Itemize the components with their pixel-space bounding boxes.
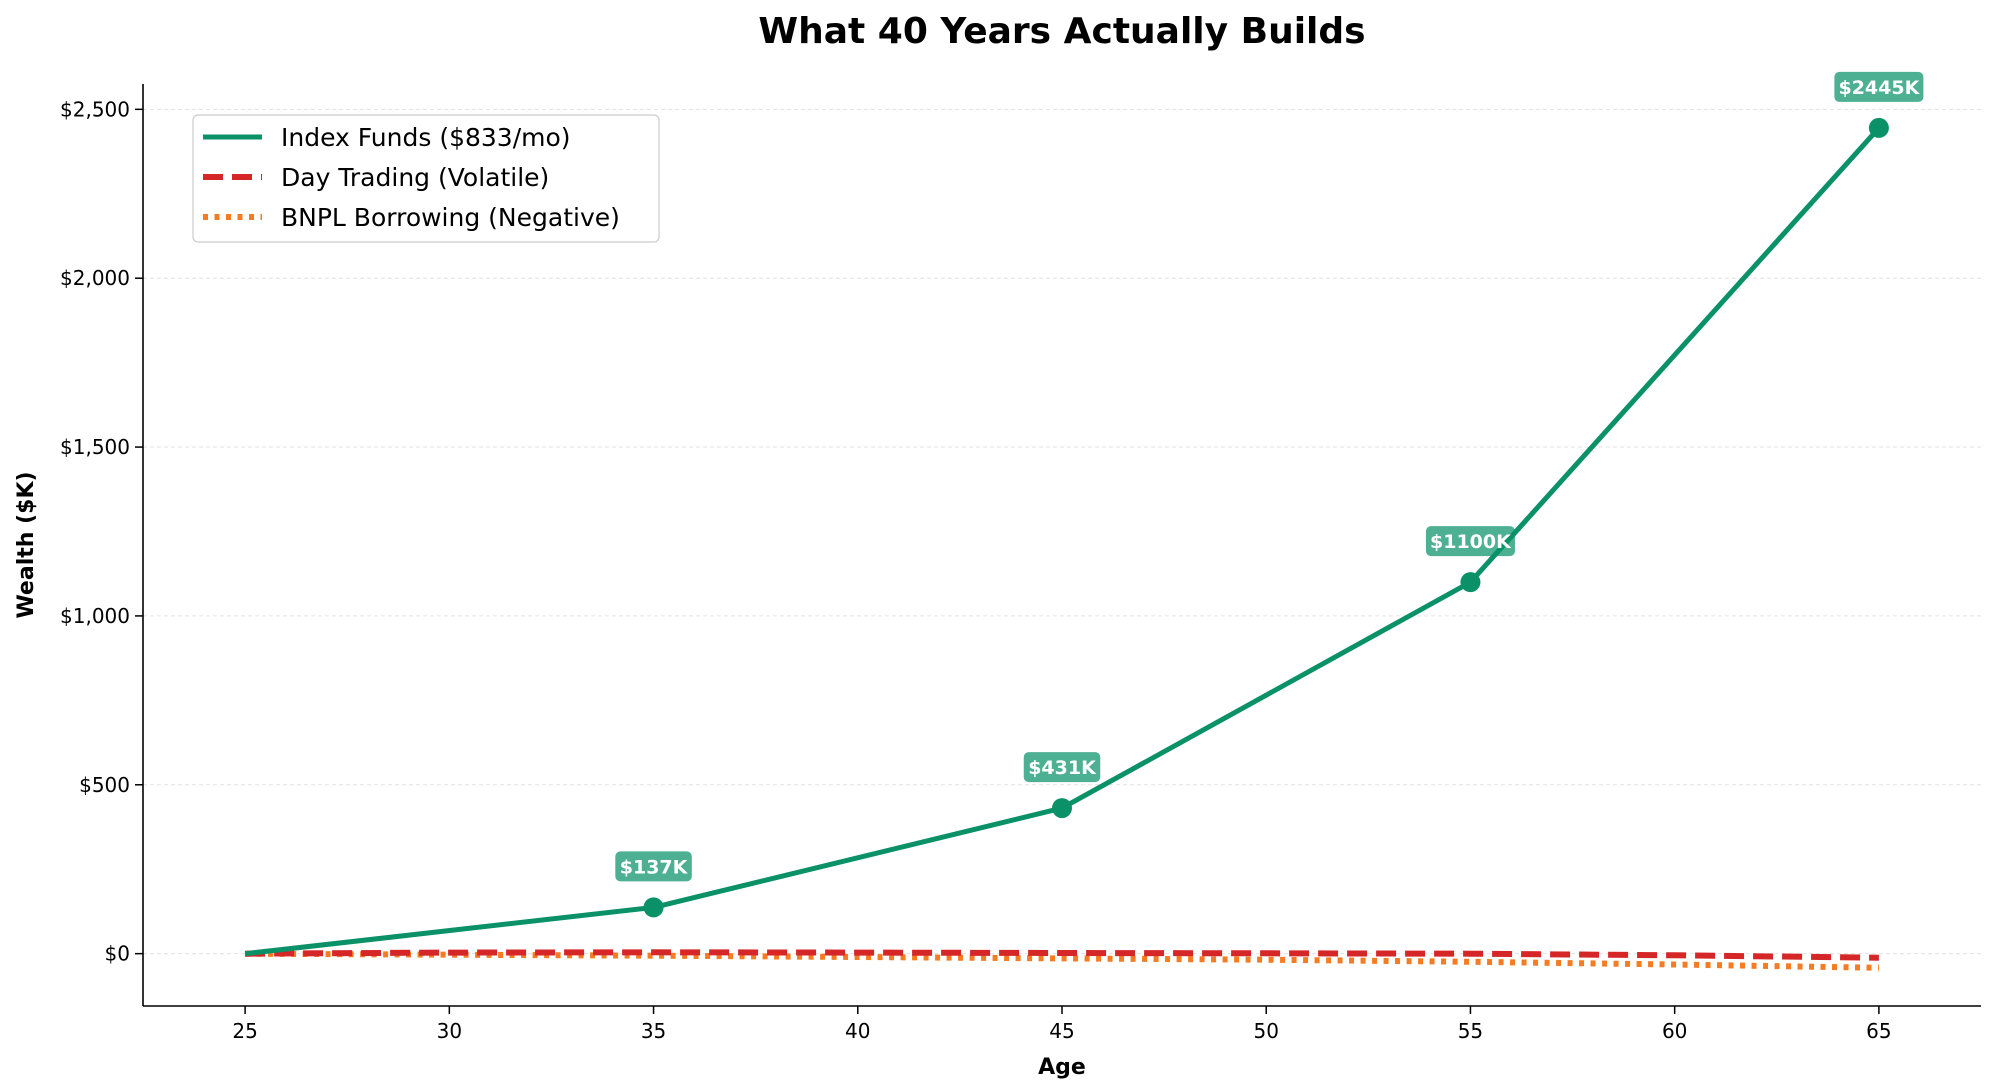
y-tick-label: $2,500	[60, 97, 130, 121]
series-group	[244, 126, 1881, 971]
x-tick-label: 35	[641, 1019, 666, 1043]
series-line	[244, 126, 1881, 957]
y-axis-label: Wealth ($K)	[14, 471, 39, 618]
data-label: $137K	[620, 856, 689, 878]
data-point-marker	[1868, 117, 1889, 138]
x-tick-label: 50	[1253, 1019, 1278, 1043]
y-ticks: $0 $500 $1,000 $1,500 $2,000 $2,500	[60, 97, 143, 966]
legend: Index Funds ($833/mo) Day Trading (Volati…	[192, 114, 660, 243]
y-tick-label: $1,500	[60, 435, 130, 459]
data-label: $431K	[1028, 757, 1097, 779]
data-point-marker	[1052, 798, 1072, 819]
y-tick-label: $0	[105, 942, 130, 966]
y-tick-label: $1,000	[60, 604, 130, 628]
legend-label: Index Funds ($833/mo)	[281, 123, 571, 152]
x-tick-label: 30	[437, 1019, 462, 1043]
x-tick-label: 25	[232, 1019, 257, 1043]
data-label-box	[1425, 526, 1515, 557]
data-label-box	[615, 851, 692, 882]
legend-label: BNPL Borrowing (Negative)	[281, 203, 620, 232]
x-tick-label: 65	[1866, 1019, 1891, 1043]
data-label: $2445K	[1838, 77, 1920, 99]
chart-title: What 40 Years Actually Builds	[758, 11, 1365, 52]
y-tick-label: $2,000	[60, 266, 130, 290]
y-tick-label: $500	[79, 773, 130, 797]
legend-frame	[192, 114, 660, 243]
x-tick-label: 55	[1458, 1019, 1483, 1043]
x-tick-label: 40	[845, 1019, 870, 1043]
data-label-box	[1834, 71, 1924, 102]
series-line	[245, 949, 1879, 961]
x-ticks: 25 30 35 40 45 50 55 60 65	[232, 1006, 1892, 1043]
legend-label: Day Trading (Volatile)	[281, 163, 549, 192]
data-point-marker	[1460, 572, 1481, 593]
x-tick-label: 45	[1049, 1019, 1074, 1043]
data-point-marker	[643, 897, 664, 918]
markers-group: $137K $431K $1100K $2445K	[615, 71, 1924, 918]
x-axis-label: Age	[1038, 1055, 1086, 1080]
data-label-box	[1023, 752, 1101, 783]
x-tick-label: 60	[1662, 1019, 1687, 1043]
series-line	[245, 950, 1879, 971]
data-label: $1100K	[1430, 531, 1512, 553]
